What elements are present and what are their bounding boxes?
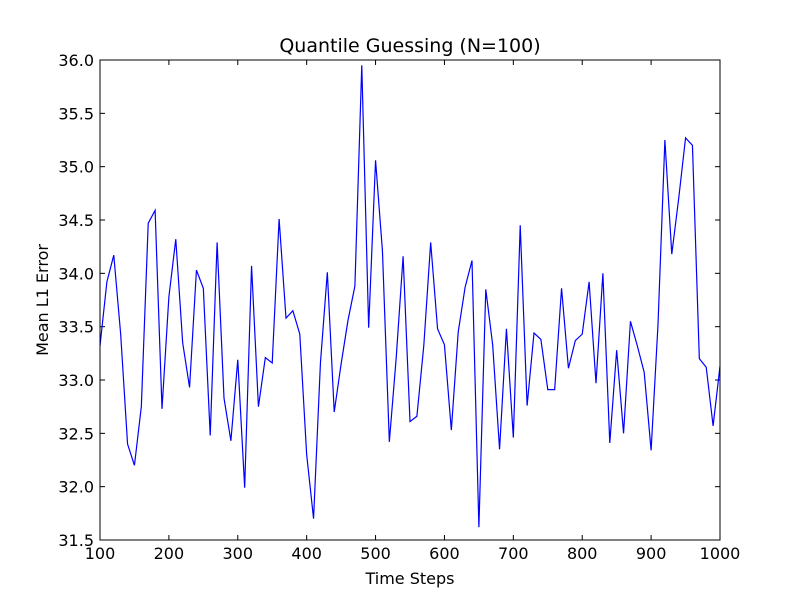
y-tick-label: 34.5	[58, 211, 94, 230]
plot-frame	[99, 59, 721, 541]
chart-title: Quantile Guessing (N=100)	[279, 35, 540, 57]
y-tick-label: 35.5	[58, 104, 94, 123]
y-axis-ticks: 31.5 32.0 32.5 33.0 33.5 34.0 34.5 35.0 35.5 36.0	[58, 51, 720, 550]
x-tick-label: 600	[429, 544, 460, 563]
y-tick-label: 33.5	[58, 318, 94, 337]
x-tick-label: 800	[567, 544, 598, 563]
y-tick-label: 35.0	[58, 158, 94, 177]
x-tick-label: 900	[636, 544, 667, 563]
x-tick-label: 200	[154, 544, 185, 563]
x-tick-label: 400	[291, 544, 322, 563]
y-axis-label: Mean L1 Error	[33, 244, 52, 356]
x-tick-label: 1000	[700, 544, 741, 563]
y-tick-label: 36.0	[58, 51, 94, 70]
x-tick-label: 700	[498, 544, 529, 563]
series-group	[99, 65, 721, 528]
series-line	[99, 65, 721, 528]
x-tick-label: 300	[223, 544, 254, 563]
x-tick-label: 500	[360, 544, 391, 563]
x-axis-ticks: 100 200 300 400 500 600 700 800 900 1000	[85, 60, 741, 563]
x-tick-label: 100	[85, 544, 116, 563]
y-tick-label: 33.0	[58, 371, 94, 390]
y-tick-label: 32.5	[58, 424, 94, 443]
y-tick-label: 31.5	[58, 531, 94, 550]
x-axis-label: Time Steps	[364, 569, 454, 588]
y-tick-label: 32.0	[58, 478, 94, 497]
y-tick-label: 34.0	[58, 264, 94, 283]
